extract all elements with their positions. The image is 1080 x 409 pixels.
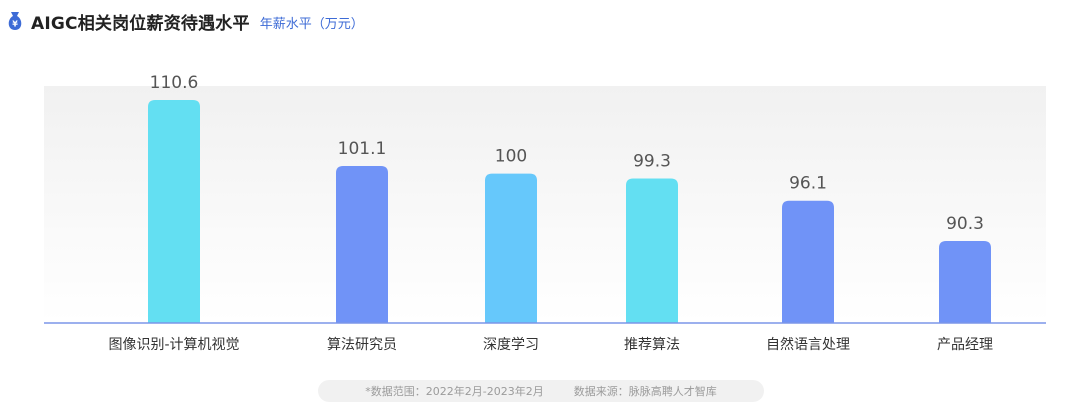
chart-footer: *数据范围：2022年2月-2023年2月 数据来源：脉脉高聘人才智库 bbox=[318, 380, 764, 402]
bar-chart: 110.6 图像识别-计算机视觉 101.1 算法研究员 100 深度学习 99.3 推荐算法… bbox=[44, 73, 1046, 353]
data-source-note: 数据来源：脉脉高聘人才智库 bbox=[573, 385, 717, 398]
value-label-6: 90.3 bbox=[946, 214, 984, 234]
bar-4 bbox=[626, 178, 678, 323]
chart-title: AIGC相关岗位薪资待遇水平 bbox=[31, 13, 250, 34]
category-label-1: 图像识别-计算机视觉 bbox=[108, 337, 239, 353]
value-label-4: 99.3 bbox=[633, 151, 671, 171]
bar-2 bbox=[336, 165, 388, 323]
bar-3 bbox=[485, 173, 537, 323]
chart-header: ¥ AIGC相关岗位薪资待遇水平 年薪水平（万元） bbox=[6, 9, 364, 34]
value-label-2: 101.1 bbox=[338, 139, 387, 159]
money-bag-icon: ¥ bbox=[8, 12, 22, 30]
svg-text:¥: ¥ bbox=[12, 20, 18, 29]
bar-1 bbox=[148, 100, 200, 323]
value-label-1: 110.6 bbox=[150, 73, 199, 93]
category-label-4: 推荐算法 bbox=[624, 337, 680, 353]
category-label-3: 深度学习 bbox=[483, 337, 539, 353]
bar-5 bbox=[782, 200, 834, 323]
chart-subtitle: 年薪水平（万元） bbox=[259, 16, 364, 32]
data-range-note: *数据范围：2022年2月-2023年2月 bbox=[365, 385, 544, 398]
value-label-5: 96.1 bbox=[789, 174, 827, 194]
category-label-2: 算法研究员 bbox=[327, 337, 397, 353]
category-label-6: 产品经理 bbox=[937, 337, 993, 353]
bar-6 bbox=[939, 241, 991, 323]
plot-background bbox=[44, 86, 1046, 323]
category-label-5: 自然语言处理 bbox=[766, 336, 850, 353]
value-label-3: 100 bbox=[495, 147, 527, 167]
